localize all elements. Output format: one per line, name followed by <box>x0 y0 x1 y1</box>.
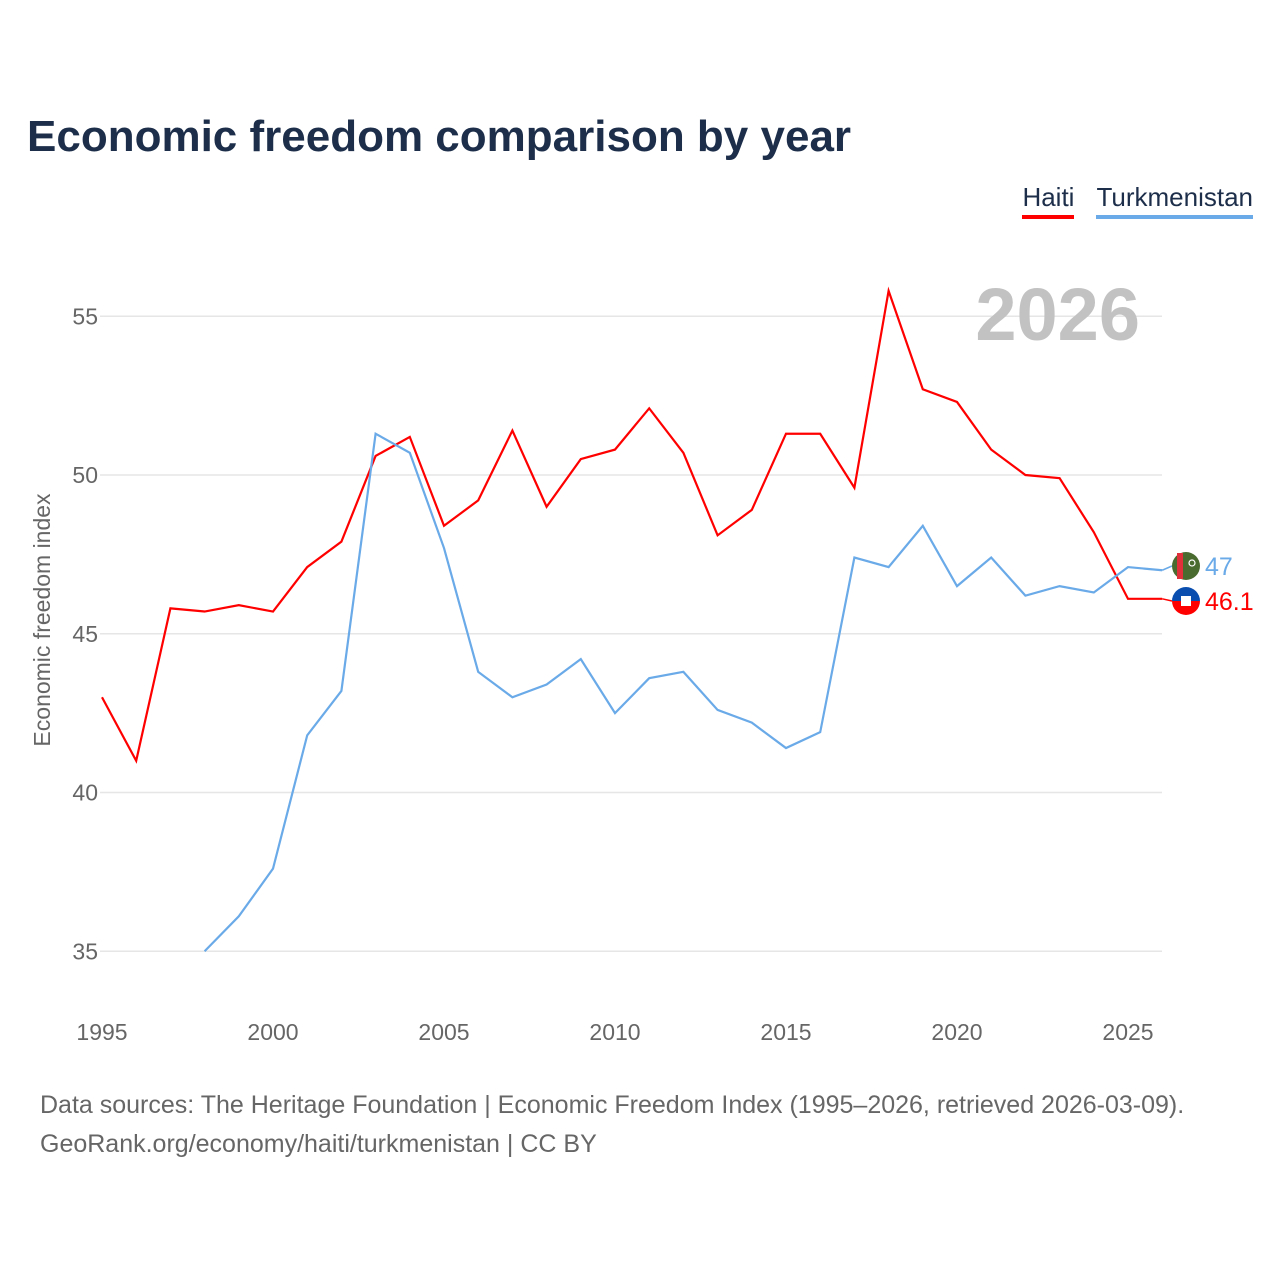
data-point <box>1023 473 1028 478</box>
data-point <box>168 606 173 611</box>
turkmenistan-flag-icon <box>1172 552 1200 580</box>
data-point <box>784 746 789 751</box>
data-point <box>715 533 720 538</box>
data-point <box>202 949 207 954</box>
y-tick-label: 45 <box>72 621 98 647</box>
data-point <box>578 457 583 462</box>
legend-item-turkmenistan[interactable]: Turkmenistan <box>1096 182 1253 219</box>
data-point <box>613 447 618 452</box>
data-point <box>784 431 789 436</box>
data-point <box>749 720 754 725</box>
data-point <box>236 603 241 608</box>
data-point <box>818 431 823 436</box>
x-tick-label: 2000 <box>247 1019 298 1045</box>
data-point <box>1057 476 1062 481</box>
x-tick-label: 1995 <box>76 1019 127 1045</box>
data-point <box>1023 593 1028 598</box>
data-point <box>373 431 378 436</box>
data-point <box>339 539 344 544</box>
data-point <box>305 733 310 738</box>
y-tick-label: 55 <box>72 303 98 329</box>
data-point <box>134 758 139 763</box>
data-point <box>510 695 515 700</box>
data-point <box>442 546 447 551</box>
data-point <box>1057 584 1062 589</box>
data-point <box>852 485 857 490</box>
footer: Data sources: The Heritage Foundation | … <box>40 1086 1184 1164</box>
chart-title: Economic freedom comparison by year <box>27 112 852 161</box>
data-point <box>339 688 344 693</box>
data-point <box>236 914 241 919</box>
series-line-haiti <box>101 286 1163 764</box>
data-point <box>1091 590 1096 595</box>
haiti-flag-icon <box>1172 587 1200 615</box>
data-point <box>613 711 618 716</box>
y-tick-label: 50 <box>72 462 98 488</box>
x-tick-label: 2010 <box>589 1019 640 1045</box>
data-point <box>305 565 310 570</box>
data-point <box>818 730 823 735</box>
year-watermark: 2026 <box>975 273 1140 356</box>
data-point <box>715 707 720 712</box>
leader-line <box>1161 565 1173 571</box>
data-point <box>886 288 891 293</box>
data-point <box>271 866 276 871</box>
footer-link[interactable]: GeoRank.org/economy/haiti/turkmenistan |… <box>40 1130 597 1158</box>
data-point <box>647 676 652 681</box>
data-point <box>647 406 652 411</box>
data-point <box>1126 565 1131 570</box>
y-tick-label: 40 <box>72 780 98 806</box>
y-tick-label: 35 <box>72 938 98 964</box>
data-point <box>955 584 960 589</box>
data-point <box>989 447 994 452</box>
data-point <box>407 450 412 455</box>
legend: Haiti Turkmenistan <box>1022 182 1253 219</box>
data-point <box>749 507 754 512</box>
data-point <box>100 695 105 700</box>
legend-item-haiti[interactable]: Haiti <box>1022 182 1075 219</box>
end-value-label: 46.1 <box>1205 588 1254 616</box>
data-point <box>510 428 515 433</box>
data-point <box>920 523 925 528</box>
x-tick-label: 2020 <box>931 1019 982 1045</box>
data-point <box>544 682 549 687</box>
data-point <box>271 609 276 614</box>
data-point <box>886 565 891 570</box>
data-point <box>852 555 857 560</box>
x-tick-label: 2005 <box>418 1019 469 1045</box>
data-point <box>578 657 583 662</box>
x-tick-label: 2015 <box>760 1019 811 1045</box>
y-axis-label: Economic freedom index <box>29 493 55 747</box>
data-point <box>476 498 481 503</box>
footer-sources: Data sources: The Heritage Foundation | … <box>40 1091 1185 1119</box>
data-point <box>1091 530 1096 535</box>
data-point <box>442 523 447 528</box>
flag-field <box>1172 552 1200 580</box>
data-point <box>681 669 686 674</box>
flag-top <box>1172 587 1200 601</box>
flag-stripe <box>1177 553 1183 579</box>
x-tick-label: 2025 <box>1102 1019 1153 1045</box>
flag-crescent <box>1188 559 1196 567</box>
end-value-label: 47 <box>1205 553 1233 581</box>
data-point <box>920 387 925 392</box>
leader-line <box>1162 598 1173 602</box>
data-point <box>407 434 412 439</box>
series-line-turkmenistan <box>203 431 1163 953</box>
data-point <box>476 669 481 674</box>
data-point <box>989 555 994 560</box>
data-point <box>544 504 549 509</box>
data-point <box>1126 596 1131 601</box>
flag-emblem <box>1181 596 1191 606</box>
flag-bottom <box>1172 601 1200 615</box>
data-point <box>202 609 207 614</box>
data-point <box>955 399 960 404</box>
data-point <box>681 450 686 455</box>
